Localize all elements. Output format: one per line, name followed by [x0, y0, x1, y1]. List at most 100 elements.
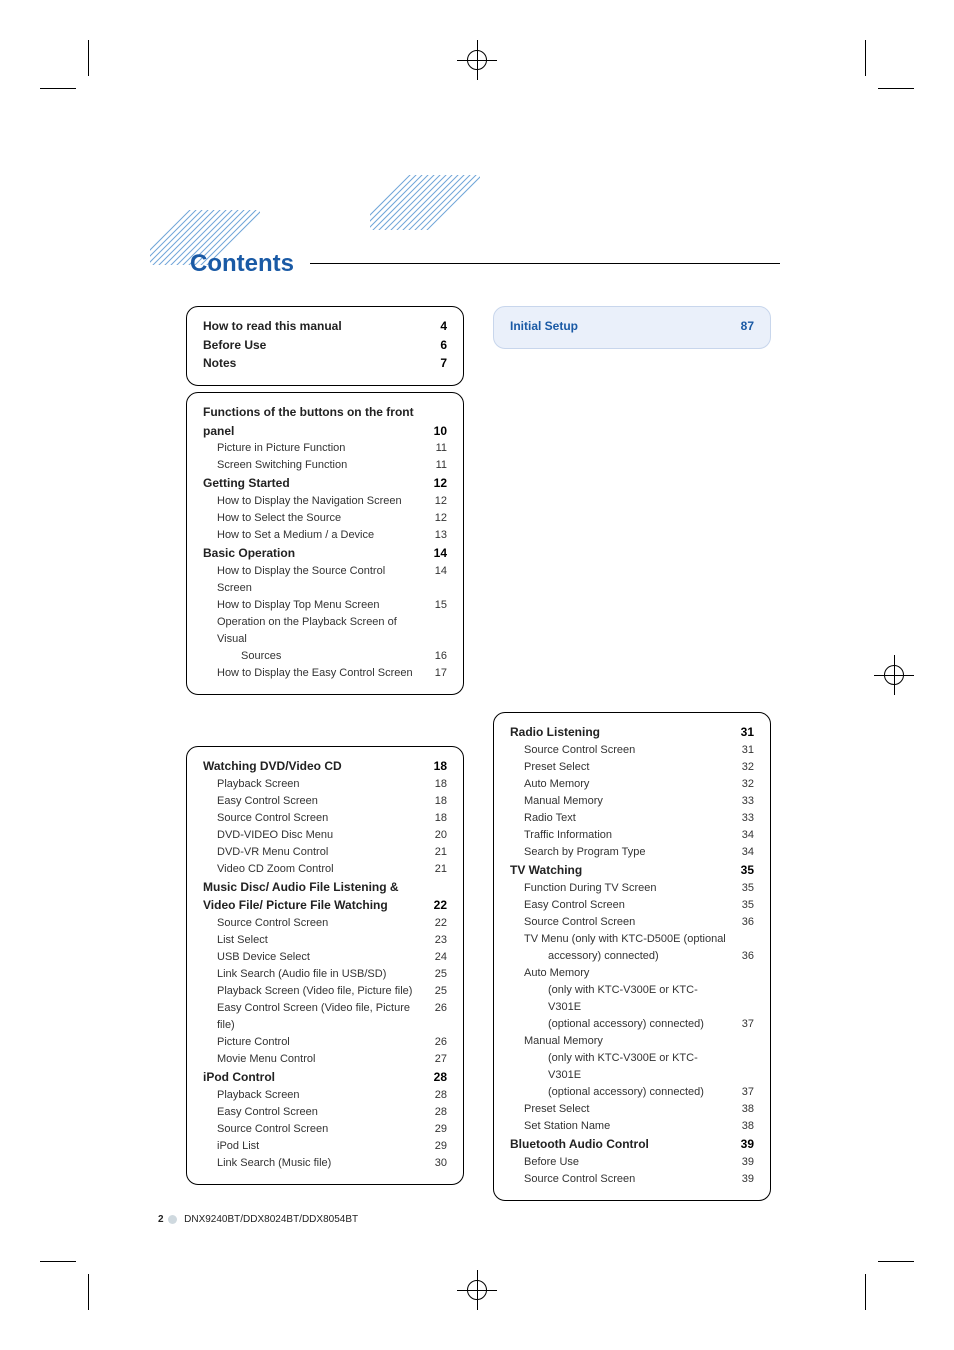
toc-page-number: 36 [730, 914, 754, 931]
toc-label: Source Control Screen [524, 742, 635, 759]
toc-entry: DVD-VR Menu Control21 [203, 844, 447, 861]
crop-mark [865, 40, 866, 76]
toc-entry: Auto Memory [510, 965, 754, 982]
toc-page-number: 87 [730, 317, 754, 336]
toc-page-number: 33 [730, 793, 754, 810]
toc-entry: (optional accessory) connected)37 [510, 1016, 754, 1033]
toc-entry: Link Search (Music file) 30 [203, 1155, 447, 1172]
toc-page-number: 4 [423, 317, 447, 336]
toc-heading: Initial Setup87 [510, 317, 754, 336]
toc-label: Basic Operation [203, 544, 295, 563]
toc-heading: Functions of the buttons on the front [203, 403, 447, 422]
crop-mark [865, 1274, 866, 1310]
toc-label: iPod Control [203, 1068, 275, 1087]
toc-page-number: 38 [730, 1101, 754, 1118]
toc-heading: Bluetooth Audio Control39 [510, 1135, 754, 1154]
toc-entry: Picture in Picture Function11 [203, 440, 447, 457]
toc-label: Playback Screen [217, 776, 300, 793]
toc-page-number: 11 [423, 457, 447, 474]
toc-entry: Video CD Zoom Control21 [203, 861, 447, 878]
toc-entry: Radio Text33 [510, 810, 754, 827]
toc-label: How to Display the Navigation Screen [217, 493, 402, 510]
toc-label: Picture Control [217, 1034, 290, 1051]
toc-label: Notes [203, 354, 236, 373]
toc-page-number: 28 [423, 1068, 447, 1087]
toc-heading: Music Disc/ Audio File Listening & [203, 878, 447, 897]
toc-entry: Playback Screen (Video file, Picture fil… [203, 983, 447, 1000]
toc-heading: TV Watching 35 [510, 861, 754, 880]
toc-page-number: 12 [423, 510, 447, 527]
toc-page-number: 39 [730, 1171, 754, 1188]
toc-entry: Source Control Screen 18 [203, 810, 447, 827]
toc-heading: Getting Started12 [203, 474, 447, 493]
toc-entry: Source Control Screen 31 [510, 742, 754, 759]
toc-heading: Notes 7 [203, 354, 447, 373]
toc-page-number: 32 [730, 776, 754, 793]
toc-label: How to Display the Source Control Screen [217, 563, 423, 597]
toc-label: DVD-VR Menu Control [217, 844, 328, 861]
toc-entry: How to Display the Source Control Screen… [203, 563, 447, 597]
toc-page-number: 12 [423, 474, 447, 493]
toc-page-number: 35 [730, 861, 754, 880]
toc-label: Movie Menu Control [217, 1051, 315, 1068]
toc-label: Source Control Screen [217, 915, 328, 932]
toc-entry: How to Display the Easy Control Screen17 [203, 665, 447, 682]
toc-entry: Playback Screen 28 [203, 1087, 447, 1104]
toc-page-number: 11 [423, 440, 447, 457]
toc-entry: Playback Screen 18 [203, 776, 447, 793]
toc-entry: (only with KTC-V300E or KTC-V301E [510, 982, 754, 1016]
toc-page-number: 18 [423, 776, 447, 793]
toc-page-number: 30 [423, 1155, 447, 1172]
toc-entry: Link Search (Audio file in USB/SD)25 [203, 966, 447, 983]
toc-page-number: 14 [423, 563, 447, 597]
toc-entry: Traffic Information34 [510, 827, 754, 844]
toc-page-number: 39 [730, 1154, 754, 1171]
toc-page-number: 18 [423, 810, 447, 827]
toc-entry: Picture Control 26 [203, 1034, 447, 1051]
toc-page-number: 28 [423, 1087, 447, 1104]
toc-page-number: 34 [730, 827, 754, 844]
toc-label: Source Control Screen [217, 810, 328, 827]
toc-heading: Before Use6 [203, 336, 447, 355]
toc-label: Source Control Screen [217, 1121, 328, 1138]
toc-page-number: 22 [423, 915, 447, 932]
toc-label: How to Select the Source [217, 510, 341, 527]
toc-box-setup: Initial Setup87 [493, 306, 771, 349]
toc-page-number: 35 [730, 897, 754, 914]
toc-entry: DVD-VIDEO Disc Menu20 [203, 827, 447, 844]
toc-label: Link Search (Audio file in USB/SD) [217, 966, 386, 983]
toc-label: How to Set a Medium / a Device [217, 527, 374, 544]
toc-page-number: 26 [423, 1034, 447, 1051]
toc-page-number: 31 [730, 723, 754, 742]
toc-entry: Search by Program Type34 [510, 844, 754, 861]
toc-entry: Manual Memory33 [510, 793, 754, 810]
toc-label: Playback Screen [217, 1087, 300, 1104]
toc-heading: Basic Operation 14 [203, 544, 447, 563]
toc-page-number: 18 [423, 757, 447, 776]
toc-label: iPod List [217, 1138, 259, 1155]
toc-label: Source Control Screen [524, 1171, 635, 1188]
toc-page-number: 6 [423, 336, 447, 355]
crop-mark [40, 88, 76, 89]
toc-page-number: 26 [424, 1000, 447, 1034]
toc-page-number: 12 [423, 493, 447, 510]
toc-page-number: 14 [423, 544, 447, 563]
toc-label: How to Display the Easy Control Screen [217, 665, 413, 682]
toc-label: Auto Memory [524, 776, 589, 793]
toc-label: Link Search (Music file) [217, 1155, 331, 1172]
toc-entry: Before Use39 [510, 1154, 754, 1171]
toc-page-number: 24 [423, 949, 447, 966]
toc-heading: Radio Listening 31 [510, 723, 754, 742]
toc-label: Preset Select [524, 759, 589, 776]
toc-page-number: 20 [423, 827, 447, 844]
toc-label: Set Station Name [524, 1118, 610, 1135]
toc-entry: How to Set a Medium / a Device 13 [203, 527, 447, 544]
toc-heading: How to read this manual4 [203, 317, 447, 336]
toc-page-number: 7 [423, 354, 447, 373]
footer-model: DNX9240BT/DDX8024BT/DDX8054BT [184, 1214, 358, 1225]
toc-label: Radio Text [524, 810, 576, 827]
toc-label: Radio Listening [510, 723, 600, 742]
toc-label: TV Watching [510, 861, 582, 880]
toc-page-number: 13 [423, 527, 447, 544]
toc-page-number: 31 [730, 742, 754, 759]
